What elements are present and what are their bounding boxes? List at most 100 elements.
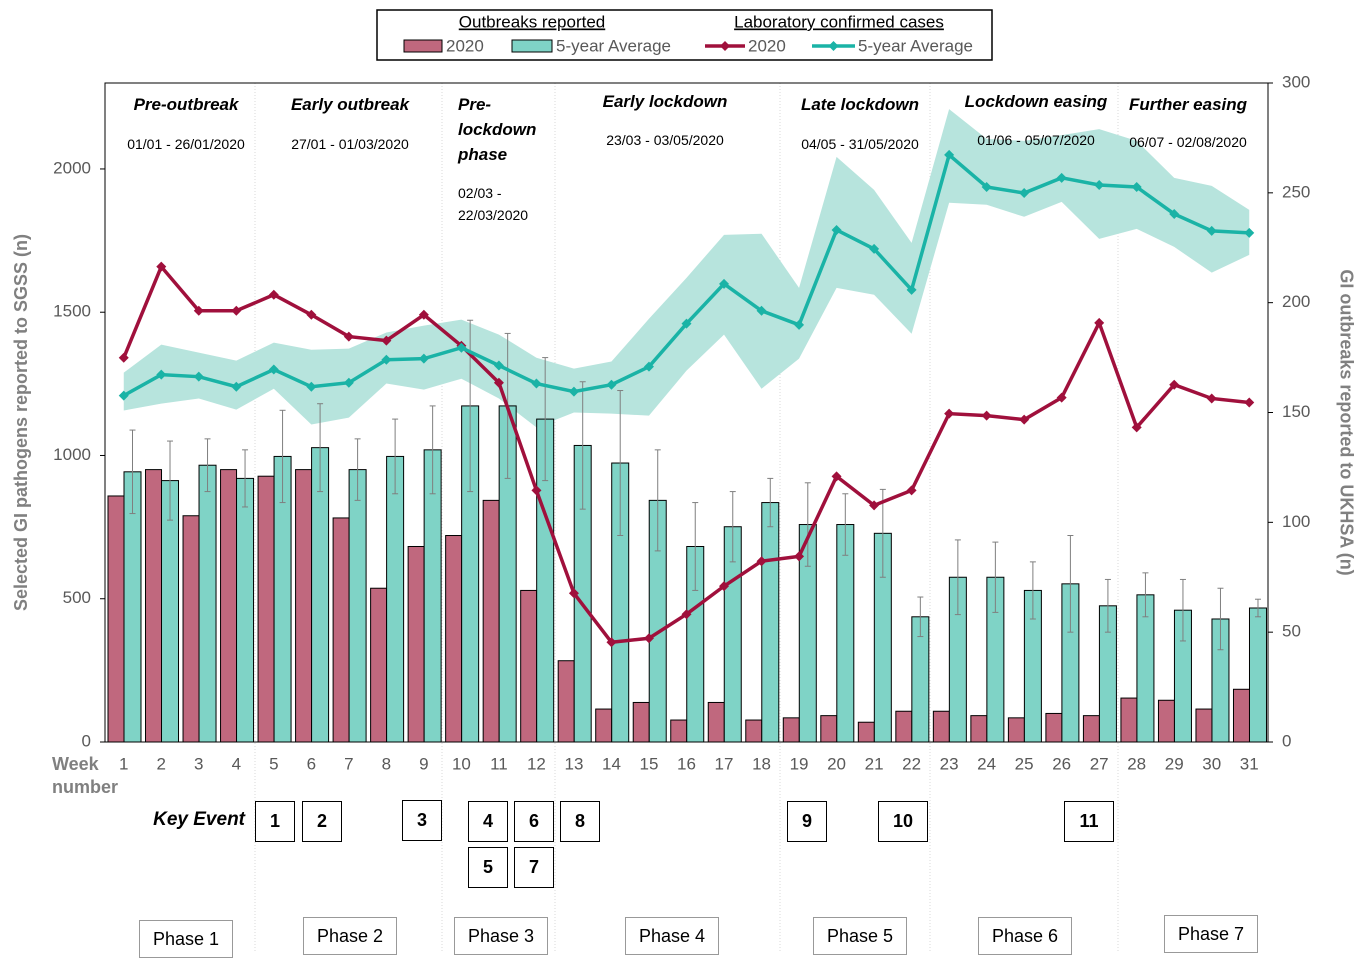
error-bar (354, 438, 361, 501)
x-tick-label: 31 (1240, 754, 1259, 773)
error-bar (279, 409, 286, 504)
legend-marker (720, 41, 730, 51)
bar (595, 708, 613, 743)
y2-tick-label: 50 (1282, 622, 1301, 641)
line-marker (456, 342, 467, 353)
error-bar (1067, 535, 1074, 633)
bar (107, 495, 125, 743)
line-marker (794, 551, 805, 562)
line-marker (794, 319, 805, 330)
bar (236, 477, 255, 743)
line-marker (1169, 379, 1180, 390)
line-marker (156, 369, 167, 380)
x-tick-label: 17 (715, 754, 734, 773)
error-bar (392, 418, 399, 495)
line-marker (418, 309, 429, 320)
key-event-box: 1 (255, 801, 295, 842)
y-tick-label: 500 (63, 588, 91, 607)
x-tick-label: 7 (344, 754, 353, 773)
line-marker (681, 609, 692, 620)
error-bar (804, 482, 811, 567)
bar (836, 524, 855, 743)
y2-tick-label: 300 (1282, 72, 1310, 91)
bar (932, 710, 950, 743)
error-bar (467, 319, 474, 493)
line-marker (643, 361, 654, 372)
phase-dates: 23/03 - 03/05/2020 (606, 132, 724, 148)
line-marker (944, 408, 955, 419)
phase-box: Phase 4 (625, 917, 719, 955)
phase-box: Phase 3 (454, 917, 548, 955)
y2-tick-label: 150 (1282, 402, 1310, 421)
bar (1195, 708, 1213, 743)
bar (482, 499, 500, 743)
line-marker (1094, 180, 1105, 191)
phase-title: Late lockdown (800, 95, 920, 114)
key-event-box: 6 (514, 801, 554, 842)
line-marker (643, 633, 654, 644)
phase-box: Phase 5 (813, 917, 907, 955)
line-marker (493, 360, 504, 371)
error-bar (167, 440, 174, 521)
bar (782, 717, 800, 743)
x-tick-label: 25 (1015, 754, 1034, 773)
bar (1007, 717, 1025, 743)
x-tick-label: 16 (677, 754, 696, 773)
error-bar (917, 596, 924, 638)
bar (182, 515, 200, 743)
legend-group-title: Laboratory confirmed cases (734, 12, 944, 31)
bar (857, 721, 875, 743)
x-tick-label: 21 (865, 754, 884, 773)
phase-dates: 27/01 - 01/03/2020 (291, 136, 409, 152)
range-band (123, 109, 1250, 428)
x-tick-label: 12 (527, 754, 546, 773)
bar (145, 469, 163, 743)
bar (257, 475, 275, 743)
phase-box: Phase 6 (978, 917, 1072, 955)
line-marker (719, 581, 730, 592)
key-event-box: 4 (468, 801, 508, 842)
phase-dates: 01/01 - 26/01/2020 (127, 136, 245, 152)
bar (1082, 715, 1100, 743)
error-bar (1217, 587, 1224, 651)
error-bar (129, 429, 136, 515)
line-marker (156, 261, 167, 272)
y2-axis-title: GI outbreaks reported to UKHSA (n) (1336, 269, 1356, 575)
line-marker (606, 637, 617, 648)
x-tick-label: 29 (1165, 754, 1184, 773)
x-tick-label: 3 (194, 754, 203, 773)
phase-dates: 01/06 - 05/07/2020 (977, 132, 1095, 148)
line-marker (193, 371, 204, 382)
x-tick-label: 9 (419, 754, 428, 773)
line-marker (418, 353, 429, 364)
x-tick-label: 1 (119, 754, 128, 773)
key-event-label: Key Event (153, 809, 245, 830)
x-tick-label: 24 (977, 754, 996, 773)
bar (348, 469, 367, 743)
x-tick-label: 27 (1090, 754, 1109, 773)
line-marker (1094, 317, 1105, 328)
key-event-box: 7 (514, 847, 554, 888)
key-event-box: 9 (787, 801, 827, 842)
error-bar (767, 477, 774, 528)
bar (1120, 697, 1138, 743)
x-tick-label: 2 (157, 754, 166, 773)
line-marker (906, 284, 917, 295)
error-bar (204, 438, 211, 493)
legend-swatch (403, 39, 443, 53)
x-tick-label: 8 (382, 754, 391, 773)
key-event-box: 2 (302, 801, 342, 842)
line-marker (831, 224, 842, 235)
line-marker (1206, 393, 1217, 404)
error-bar (542, 357, 549, 482)
key-event-box: 10 (878, 801, 928, 842)
line-marker (831, 471, 842, 482)
error-bar (692, 502, 699, 591)
x-tick-label: 6 (307, 754, 316, 773)
phase-box: Phase 1 (139, 920, 233, 958)
x-tick-label: 13 (564, 754, 583, 773)
error-bar (1254, 598, 1261, 618)
line-marker (756, 305, 767, 316)
y2-tick-label: 250 (1282, 182, 1310, 201)
